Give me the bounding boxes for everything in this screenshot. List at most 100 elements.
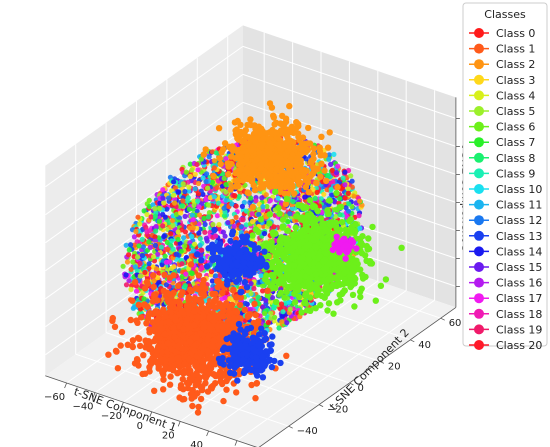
scatter-point	[171, 264, 177, 270]
cluster-point	[283, 241, 290, 248]
cluster-point	[369, 223, 376, 231]
scatter-point	[211, 165, 217, 171]
scatter-point	[161, 200, 167, 206]
cluster-point	[302, 290, 310, 297]
scatter-point	[152, 213, 158, 219]
cluster-point	[398, 244, 405, 251]
scatter-point	[133, 288, 140, 294]
scatter-point	[128, 286, 134, 292]
scatter-point	[128, 242, 134, 248]
cluster-point	[334, 183, 341, 191]
cluster-point	[268, 271, 275, 279]
cluster-point	[330, 310, 337, 317]
scatter-point	[163, 259, 169, 265]
scatter-point	[180, 181, 186, 187]
cluster-point	[215, 125, 223, 132]
scatter-point	[160, 211, 166, 217]
cluster-point	[202, 146, 209, 153]
scatter-point	[213, 233, 219, 239]
scatter-point	[173, 251, 179, 257]
scatter-point	[175, 189, 181, 195]
cluster-point	[377, 282, 385, 289]
scatter-point	[240, 217, 246, 223]
scatter-point	[276, 325, 282, 331]
scatter-point	[190, 217, 196, 223]
grid-line-z-left	[45, 101, 244, 244]
cluster-point	[372, 297, 379, 304]
scatter-point	[178, 210, 184, 216]
cluster-point	[272, 129, 280, 136]
scatter-point	[152, 242, 158, 248]
scatter-point	[175, 229, 181, 235]
cluster-point	[315, 262, 323, 270]
cluster-point	[349, 255, 356, 263]
cluster-point	[318, 160, 325, 168]
scatter-point	[147, 244, 153, 250]
scatter-point	[192, 241, 198, 247]
scatter-point	[223, 182, 229, 188]
cluster-point	[314, 207, 321, 215]
scatter-point	[146, 197, 152, 203]
scatter-point	[251, 286, 257, 292]
cluster-point	[266, 211, 273, 218]
cluster-point	[323, 177, 330, 185]
cluster-point	[322, 284, 329, 292]
scatter-point	[165, 246, 171, 252]
scatter-point	[182, 213, 188, 219]
cluster-point	[310, 150, 317, 158]
scatter-point	[163, 282, 169, 288]
cluster-point	[291, 190, 298, 197]
scatter-point	[171, 192, 177, 198]
scatter-point	[164, 206, 170, 212]
cluster-point	[273, 174, 281, 182]
cluster-point	[312, 166, 319, 174]
scatter-point	[221, 205, 227, 211]
scatter-point	[191, 202, 197, 208]
scatter-point	[356, 213, 362, 219]
cluster-point	[275, 204, 282, 212]
scatter-point	[272, 314, 278, 320]
scatter-point	[139, 236, 145, 242]
cluster-point	[295, 293, 303, 301]
scatter-point	[180, 198, 186, 204]
cluster-point	[298, 248, 305, 255]
scatter-point	[153, 228, 159, 234]
scatter-point	[213, 273, 219, 279]
cluster-point	[303, 242, 310, 249]
cluster-point	[325, 210, 332, 218]
scatter-point	[333, 170, 340, 176]
scatter-point	[196, 230, 202, 236]
scatter-point	[233, 203, 239, 209]
cluster-point	[295, 283, 302, 290]
scatter-point	[321, 191, 327, 197]
cluster-point	[324, 242, 331, 249]
cluster-point	[292, 270, 300, 278]
cluster-point	[257, 161, 265, 168]
scatter-point	[187, 173, 193, 180]
scatter-point	[187, 225, 193, 231]
scatter-point	[223, 197, 229, 203]
cluster-point	[346, 217, 353, 225]
scatter-point	[194, 208, 200, 214]
cluster-point	[232, 183, 239, 190]
cluster-point	[326, 260, 333, 268]
cluster-point	[275, 258, 282, 266]
cluster-point	[362, 273, 369, 281]
cluster-point	[365, 235, 372, 242]
cluster-point	[324, 307, 331, 314]
cluster-point	[249, 162, 257, 169]
cluster-point	[295, 133, 302, 141]
scatter-point	[132, 264, 138, 270]
cluster-point	[327, 276, 334, 283]
scatter-point	[203, 235, 209, 241]
scatter-point	[124, 259, 131, 265]
scatter-point	[345, 190, 351, 196]
cluster-point	[305, 140, 312, 147]
scatter-point	[221, 175, 227, 181]
cluster-point	[276, 264, 283, 271]
scatter-point	[267, 197, 274, 203]
scatter-point	[211, 158, 217, 164]
scatter-point	[249, 211, 255, 217]
cluster-point	[286, 143, 293, 150]
cluster-point	[225, 170, 232, 178]
